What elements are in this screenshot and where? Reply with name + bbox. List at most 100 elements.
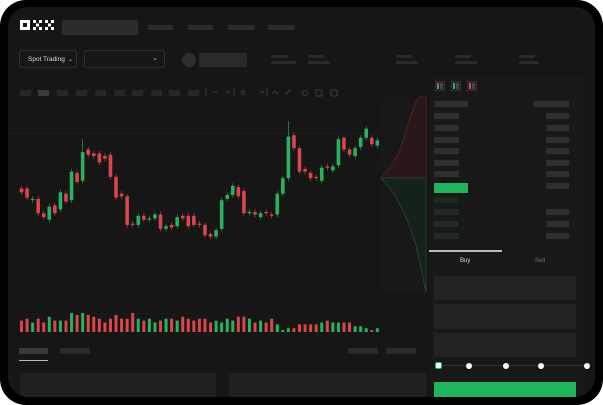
orderbook-view-toggle[interactable] [435,81,480,92]
volume-bar [370,330,374,332]
ask-price [434,137,459,143]
candle-down [369,137,374,145]
timeframe-button[interactable] [20,90,31,96]
stat-value [271,61,296,64]
candle-up [219,200,224,229]
trading-mode-dropdown[interactable]: Spot Trading ⌄ [19,50,77,68]
volume-bar [220,322,224,332]
candle-down [36,198,40,214]
buy-button[interactable] [434,382,576,397]
volume-bar [114,314,118,332]
candle-down [297,148,302,172]
stat-value [396,61,418,64]
price-input[interactable] [434,276,576,300]
candle-up [331,166,335,171]
filter-button[interactable] [386,348,416,354]
ask-price [434,148,459,154]
chart-tools[interactable] [204,87,354,99]
volume-bar [97,318,101,332]
volume-bar [175,320,179,332]
stat-label [455,55,471,58]
candle-down [186,215,191,227]
volume-bar [214,320,218,332]
timeframe-button[interactable] [57,90,68,96]
candle-up [319,167,324,181]
stat-label [396,55,412,58]
chevron-down-icon: ⌄ [152,55,158,62]
volume-bar [92,316,96,332]
volume-bar [342,322,346,332]
volume-bar [147,318,151,332]
volume-bar [120,318,124,332]
volume-bar [142,320,146,332]
candle-down [264,211,268,214]
timeframe-button[interactable] [151,90,162,96]
timeframe-button[interactable] [132,90,143,96]
volume-bar [36,318,40,332]
candle-down [314,176,318,179]
candle-down [53,205,57,214]
candle-down [41,213,46,218]
timeframe-button[interactable] [76,90,87,96]
timeframe-button[interactable] [95,90,106,96]
bid-price [434,209,459,215]
sell-tab[interactable]: Sell [535,258,546,264]
nav-item[interactable] [268,25,295,30]
stat-label [271,55,288,58]
volume-bar [20,320,23,332]
volume-bar [81,313,85,332]
timeframe-button[interactable] [114,90,125,96]
candle-down [158,214,163,229]
timeframe-button[interactable] [188,90,199,96]
candle-up [136,215,141,225]
amount-input[interactable] [434,304,576,329]
volume-bar [103,322,107,332]
volume-bar [348,322,352,332]
slider-step-50[interactable] [503,363,509,369]
candle-up [286,136,291,179]
candle-up [358,137,363,147]
volume-bar [131,313,135,332]
slider-step-25[interactable] [466,363,472,369]
candle-down [86,149,91,155]
bid-price [434,221,459,227]
pair-dropdown[interactable]: ⌄ [84,50,165,68]
stat-value [519,61,539,64]
nav-item[interactable] [188,25,213,30]
buy-tab[interactable]: Buy [460,258,471,264]
candle-down [192,215,196,225]
candle-up [69,171,74,201]
volume-bar [125,318,129,332]
candlestick-chart[interactable] [8,95,428,355]
candle-down [91,153,96,156]
tab-open-orders[interactable] [19,348,48,354]
slider-step-75[interactable] [538,363,544,369]
nav-item[interactable] [228,25,255,30]
tab-order-history[interactable] [60,348,90,354]
search-bar[interactable] [62,20,138,35]
orders-card [229,373,426,397]
candle-down [125,196,129,225]
okx-logo[interactable] [20,20,58,30]
orderbook-header-amount [533,101,569,107]
slider-handle[interactable] [435,362,442,369]
volume-bar [192,320,196,332]
candle-down [292,135,296,149]
candle-down [347,149,352,155]
tab-underline [19,360,48,361]
timeframe-button-active[interactable] [38,90,49,96]
volume-bar [153,322,157,332]
trading-mode-label: Spot Trading [28,55,65,63]
timeframe-button[interactable] [169,90,180,96]
total-input[interactable] [434,333,576,357]
volume-bar [331,322,335,332]
slider-step-100[interactable] [584,363,590,369]
filter-button[interactable] [348,348,378,354]
nav-item[interactable] [148,25,173,30]
candle-up [58,192,63,210]
slider-track[interactable] [440,365,587,366]
candle-up [147,218,152,220]
volume-bar [203,318,207,332]
bid-amount [546,209,569,215]
chevron-down-icon: ⌄ [67,56,73,63]
